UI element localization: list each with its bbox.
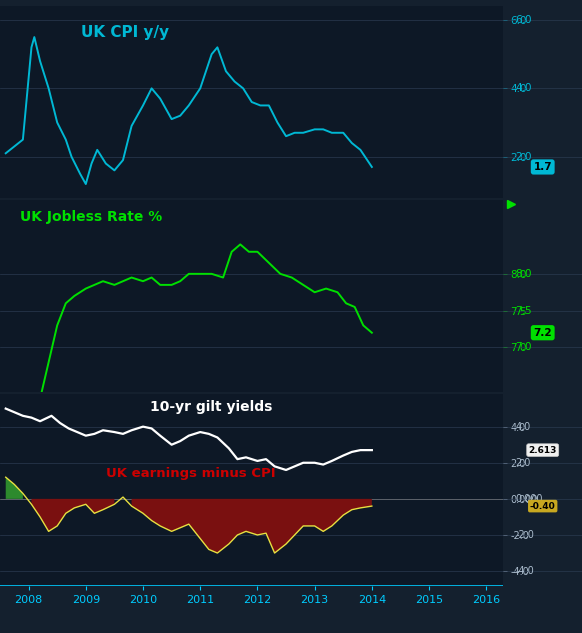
Text: 2.0: 2.0 xyxy=(515,152,532,161)
Text: 2.0: 2.0 xyxy=(515,458,531,468)
Text: 4.0: 4.0 xyxy=(515,84,532,93)
Text: 2.613: 2.613 xyxy=(528,446,557,454)
Text: 7.2: 7.2 xyxy=(533,328,552,338)
Text: 0.000: 0.000 xyxy=(515,494,543,504)
Text: 10-yr gilt yields: 10-yr gilt yields xyxy=(150,400,272,414)
Text: 7.0: 7.0 xyxy=(515,342,532,353)
Text: UK Jobless Rate %: UK Jobless Rate % xyxy=(20,210,162,224)
Text: -4.0: -4.0 xyxy=(515,566,534,576)
Text: -2.0: -2.0 xyxy=(515,530,534,540)
Text: UK earnings minus CPI: UK earnings minus CPI xyxy=(107,467,276,480)
Text: 1.7: 1.7 xyxy=(533,162,552,172)
Text: 4.0: 4.0 xyxy=(515,422,530,432)
Text: UK CPI y/y: UK CPI y/y xyxy=(80,25,169,41)
Text: -0.40: -0.40 xyxy=(530,501,556,511)
Text: 7.5: 7.5 xyxy=(515,306,532,316)
Text: 6.0: 6.0 xyxy=(515,15,532,25)
Text: 8.0: 8.0 xyxy=(515,269,532,279)
